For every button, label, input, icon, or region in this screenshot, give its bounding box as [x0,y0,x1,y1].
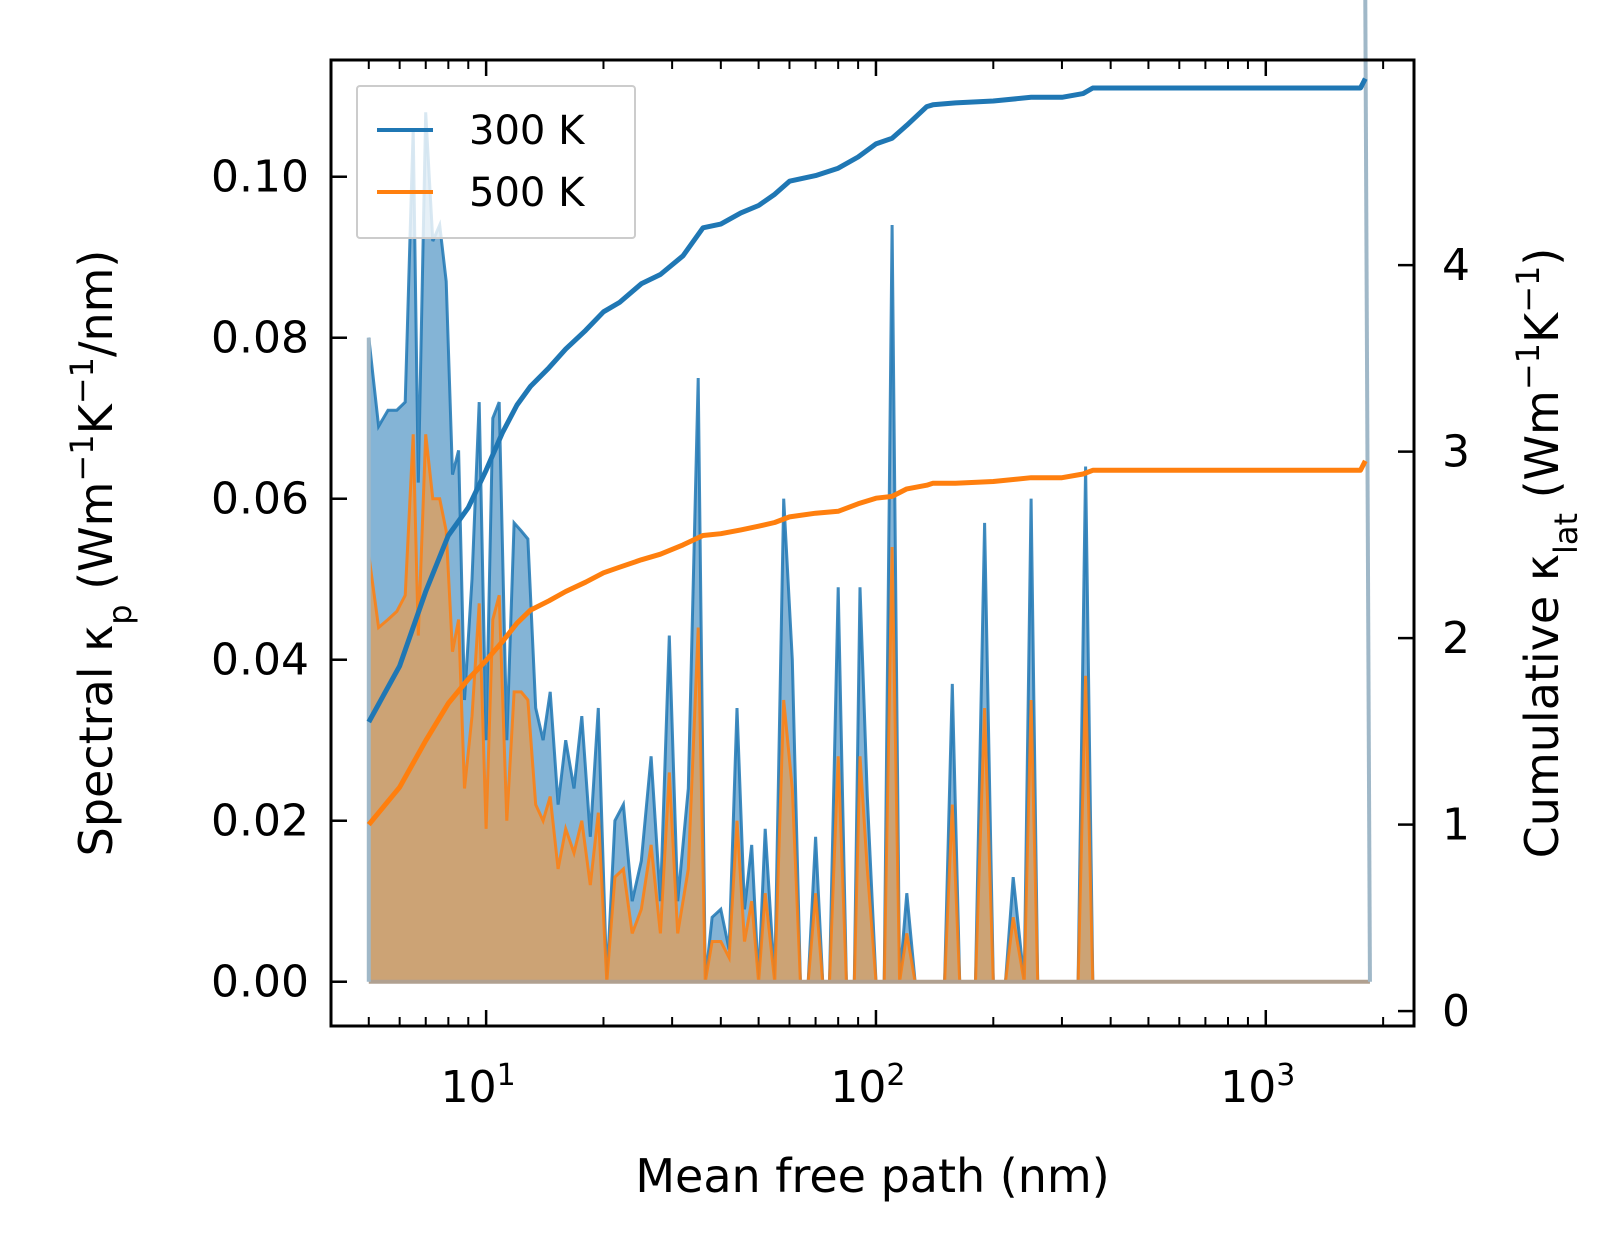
cumulative-line-layer [366,77,1368,827]
y-left-tick-label: 0.02 [211,796,309,847]
y-left-tick-label: 0.10 [211,152,309,203]
y-left-title-main: Spectral κ [69,625,123,857]
cumulative-500k-line [366,459,1368,827]
spectral-area-layer [366,0,1372,984]
spectral-500k-area [368,434,1102,982]
y-left-tick-label: 0.08 [211,313,309,364]
y-right-tick-label: 1 [1442,800,1470,851]
legend-label-300k: 300 K [469,108,586,154]
spectral-300k-area [368,112,1102,982]
x-axis-title: Mean free path (nm) [635,1149,1109,1203]
cumulative-300k-line [366,77,1368,724]
axes-layer: 0.00 0.02 0.04 0.06 0.08 0.10 0 1 2 3 4 101 102 103 [211,58,1470,1114]
y-right-tick-label: 3 [1442,427,1470,478]
legend-box [356,85,636,239]
y-right-tick-label: 0 [1442,986,1470,1037]
y-left-tick-label: 0.00 [211,957,309,1008]
plot-frame [329,58,1416,1028]
spectral-right-edge [1363,0,1372,982]
x-tick-label: 102 [830,1058,905,1114]
y-left-axis-title: Spectral κp (Wm−1K−1/nm) [63,250,139,857]
y-right-tick-label: 2 [1442,613,1470,664]
x-tick-label: 101 [441,1058,516,1114]
y-right-tick-label: 4 [1442,240,1470,291]
legend-label-500k: 500 K [469,170,586,216]
y-left-tick-label: 0.06 [211,474,309,525]
legend: 300 K 500 K [356,85,636,239]
x-tick-label: 103 [1220,1058,1295,1114]
y-right-axis-title: Cumulative κlat (Wm−1K−1) [1509,248,1585,859]
y-left-tick-label: 0.04 [211,635,309,686]
